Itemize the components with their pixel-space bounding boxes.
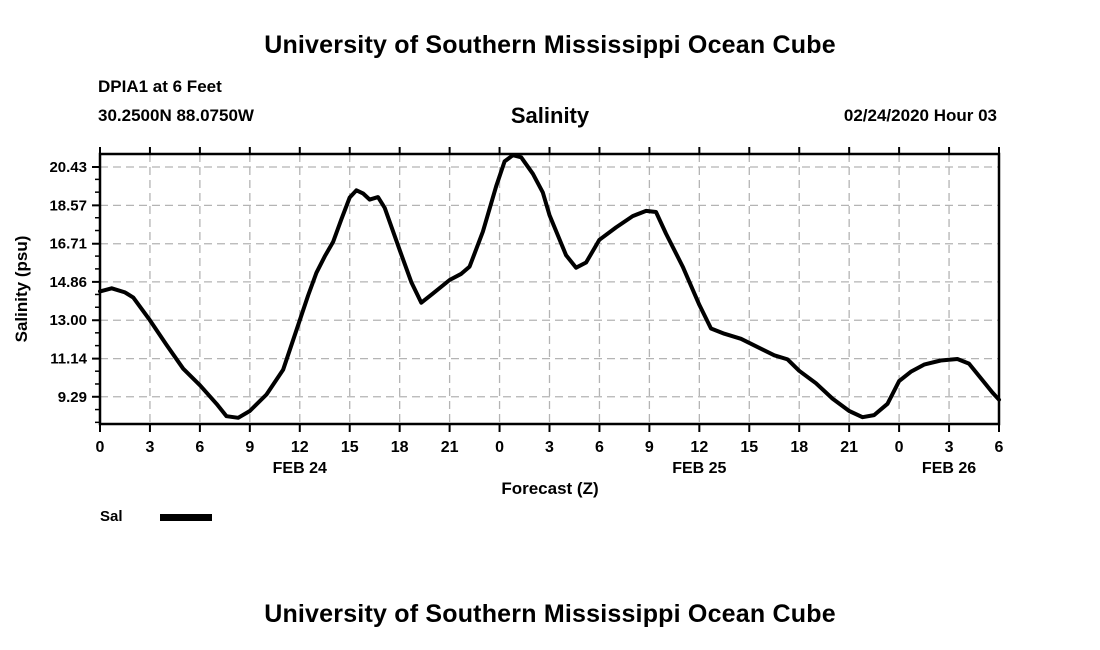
x-axis-title: Forecast (Z) — [501, 479, 599, 498]
y-tick-label: 14.86 — [49, 274, 87, 291]
x-tick-label: 6 — [595, 439, 604, 456]
x-tick-label: 21 — [441, 439, 459, 456]
x-tick-label: 21 — [840, 439, 858, 456]
day-label: FEB 25 — [672, 460, 726, 477]
x-tick-label: 12 — [690, 439, 708, 456]
x-tick-label: 15 — [341, 439, 359, 456]
x-tick-label: 3 — [545, 439, 554, 456]
x-tick-label: 0 — [495, 439, 504, 456]
y-tick-label: 16.71 — [49, 236, 87, 253]
x-tick-label: 0 — [895, 439, 904, 456]
x-tick-label: 6 — [195, 439, 204, 456]
x-tick-label: 0 — [96, 439, 105, 456]
day-label: FEB 24 — [273, 460, 327, 477]
x-tick-label: 15 — [740, 439, 758, 456]
legend-label: Sal — [100, 508, 123, 525]
day-label: FEB 26 — [922, 460, 976, 477]
station-coords: 30.2500N 88.0750W — [98, 106, 254, 125]
x-tick-label: 18 — [790, 439, 808, 456]
y-tick-label: 11.14 — [50, 351, 87, 368]
x-tick-label: 3 — [945, 439, 954, 456]
x-tick-label: 9 — [645, 439, 654, 456]
y-tick-label: 20.43 — [49, 159, 87, 176]
x-tick-label: 6 — [995, 439, 1004, 456]
plot-title: Salinity — [510, 103, 590, 128]
x-tick-label: 3 — [145, 439, 154, 456]
x-tick-label: 9 — [245, 439, 254, 456]
datetime-label: 02/24/2020 Hour 03 — [843, 106, 997, 125]
y-axis-title: Salinity (psu) — [12, 236, 31, 343]
x-tick-label: 18 — [391, 439, 409, 456]
y-tick-label: 9.29 — [58, 389, 87, 406]
y-tick-label: 18.57 — [49, 197, 87, 214]
top-title: University of Southern Mississippi Ocean… — [264, 31, 836, 59]
station-name: DPIA1 at 6 Feet — [98, 77, 222, 96]
legend-line-swatch — [160, 514, 212, 521]
salinity-curve — [98, 153, 1001, 420]
bottom-title: University of Southern Mississippi Ocean… — [264, 600, 836, 628]
x-tick-label: 12 — [291, 439, 309, 456]
y-tick-label: 13.00 — [49, 312, 87, 329]
